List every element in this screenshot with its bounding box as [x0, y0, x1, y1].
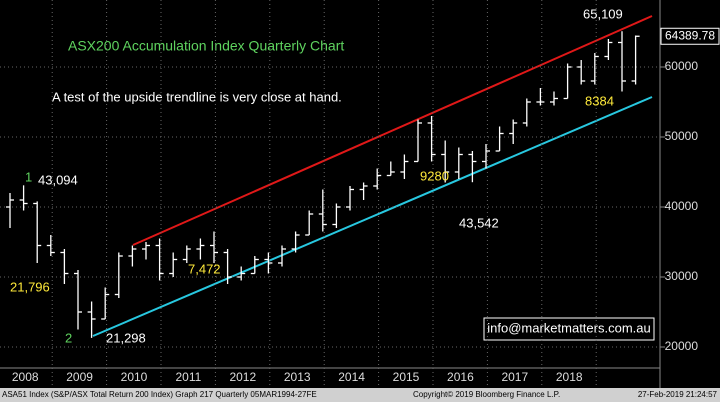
- annotation: 2: [65, 330, 72, 345]
- y-tick-label: 50000: [665, 129, 699, 143]
- annotation: 43,542: [459, 215, 499, 230]
- annotation: 8384: [585, 93, 614, 108]
- x-tick-label: 2012: [229, 370, 256, 384]
- x-tick-label: 2017: [501, 370, 528, 384]
- annotation: 21,796: [10, 279, 50, 294]
- x-tick-label: 2008: [12, 370, 39, 384]
- annotation: 1: [25, 169, 32, 184]
- contact: info@marketmatters.com.au: [487, 320, 650, 335]
- x-tick-label: 2014: [338, 370, 365, 384]
- chart-title: ASX200 Accumulation Index Quarterly Char…: [68, 38, 344, 54]
- footer-bar: [0, 388, 720, 402]
- x-tick-label: 2018: [556, 370, 583, 384]
- annotation: 7,472: [188, 261, 221, 276]
- x-tick-label: 2015: [393, 370, 420, 384]
- upper-trendline: [132, 15, 653, 246]
- contact-box: [483, 317, 655, 341]
- last-price-label: 64389.78: [665, 28, 715, 42]
- x-tick-label: 2016: [447, 370, 474, 384]
- footer-center: Copyright© 2019 Bloomberg Finance L.P.: [413, 390, 560, 399]
- annotation: 9280: [420, 168, 449, 183]
- y-tick-label: 40000: [665, 199, 699, 213]
- x-tick-label: 2010: [121, 370, 148, 384]
- x-tick-label: 2011: [175, 370, 201, 384]
- annotation: 21,298: [106, 330, 146, 345]
- y-tick-label: 60000: [665, 59, 699, 73]
- footer-right: 27-Feb-2019 21:24:57: [638, 390, 718, 399]
- y-tick-label: 30000: [665, 269, 699, 283]
- chart-subtitle: A test of the upside trendline is very c…: [52, 89, 342, 104]
- x-tick-label: 2013: [284, 370, 311, 384]
- x-tick-label: 2009: [66, 370, 93, 384]
- annotation: 43,094: [38, 172, 78, 187]
- y-tick-label: 20000: [665, 339, 699, 353]
- last-price-box: [660, 27, 720, 45]
- annotation: 65,109: [583, 6, 623, 21]
- footer-left: ASA51 Index (S&P/ASX Total Return 200 In…: [2, 390, 317, 399]
- lower-trendline: [92, 96, 653, 337]
